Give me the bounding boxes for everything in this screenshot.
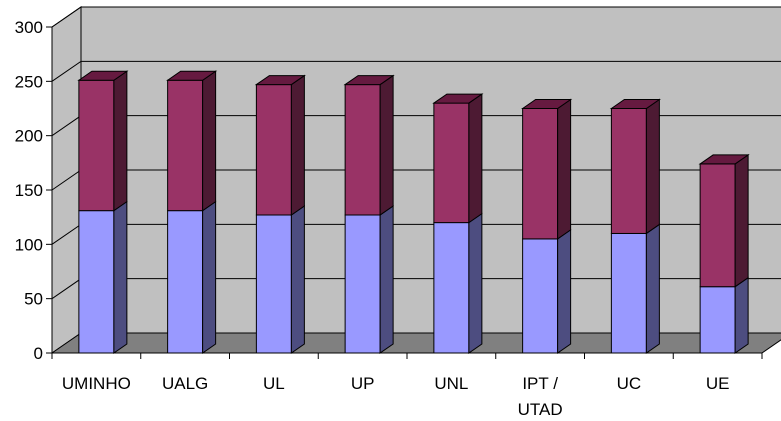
- axes: [46, 26, 763, 359]
- bar-group-3: [254, 74, 306, 354]
- bar-segment-series2: [255, 84, 292, 216]
- bar-segment-series2: [78, 79, 115, 212]
- bar-top: [254, 75, 306, 86]
- x-category-label: UTAD: [518, 400, 563, 419]
- y-tick-label: 300: [15, 18, 43, 37]
- bar-side-series1: [113, 200, 128, 354]
- bar-side-series1: [379, 205, 394, 354]
- bar-group-4: [343, 74, 395, 354]
- bar-side-series2: [113, 70, 128, 212]
- bar-group-6: [521, 98, 573, 354]
- bar-segment-series1: [610, 232, 647, 354]
- bar-segment-series1: [344, 214, 381, 354]
- bar-top: [698, 154, 750, 165]
- bar-side-series2: [557, 98, 572, 240]
- bar-side-series1: [202, 200, 217, 354]
- x-category-label: UP: [351, 374, 375, 393]
- bar-top: [609, 99, 661, 109]
- bar-group-2: [166, 70, 218, 354]
- bar-group-1: [77, 70, 129, 354]
- bar-segment-series1: [167, 210, 204, 354]
- bar-side-series1: [645, 223, 660, 354]
- gridline-300: [51, 6, 781, 28]
- bar-top: [432, 93, 484, 104]
- bar-segment-series2: [344, 84, 381, 216]
- bar-side-series2: [734, 153, 749, 288]
- bar-group-5: [432, 93, 484, 354]
- y-tick-label: 100: [15, 235, 43, 254]
- bar-group-7: [609, 98, 661, 354]
- x-axis-category-labels: UMINHO UALG UL UP UNL IPT / UTAD UC UE: [62, 374, 730, 419]
- bar-side-series2: [468, 93, 483, 224]
- bar-side-series1: [734, 276, 749, 354]
- bar-segment-series2: [699, 163, 736, 288]
- bar-side-series2: [290, 74, 305, 216]
- x-category-label: IPT /: [522, 374, 558, 393]
- floor: [50, 332, 781, 354]
- bar-segment-series1: [522, 238, 559, 354]
- bar-segment-series1: [255, 214, 292, 354]
- y-tick-label: 150: [15, 181, 43, 200]
- bar-group-8: [698, 153, 750, 354]
- y-tick-label: 250: [15, 72, 43, 91]
- bar-top: [343, 75, 395, 86]
- y-axis-tick-labels: 0 50 100 150 200 250 300: [15, 18, 43, 363]
- bar-segment-series1: [699, 286, 736, 354]
- bar-top: [166, 70, 218, 81]
- y-tick-label: 0: [34, 344, 43, 363]
- bar-segment-series1: [78, 210, 115, 354]
- bar-segment-series2: [433, 102, 470, 224]
- bar-side-series2: [645, 98, 660, 235]
- x-category-label: UL: [263, 374, 285, 393]
- bar-side-series1: [290, 205, 305, 354]
- bar-side-series1: [468, 212, 483, 354]
- bar-segment-series2: [522, 108, 559, 240]
- x-category-label: UMINHO: [62, 374, 131, 393]
- bar-side-series2: [202, 70, 217, 212]
- x-category-label: UALG: [162, 374, 208, 393]
- x-category-label: UC: [617, 374, 642, 393]
- bar-segment-series2: [167, 79, 204, 212]
- bar-side-series1: [557, 228, 572, 354]
- y-tick-label: 200: [15, 127, 43, 146]
- bars: [77, 70, 750, 354]
- bar-top: [521, 99, 573, 109]
- bar-segment-series1: [433, 222, 470, 354]
- bar-top: [77, 70, 129, 81]
- x-category-label: UNL: [434, 374, 468, 393]
- chart-walls: [50, 6, 781, 354]
- bar-segment-series2: [610, 108, 647, 234]
- x-category-label: UE: [706, 374, 730, 393]
- bar-side-series2: [379, 74, 394, 216]
- y-tick-label: 50: [24, 290, 43, 309]
- gridline-250: [51, 60, 781, 82]
